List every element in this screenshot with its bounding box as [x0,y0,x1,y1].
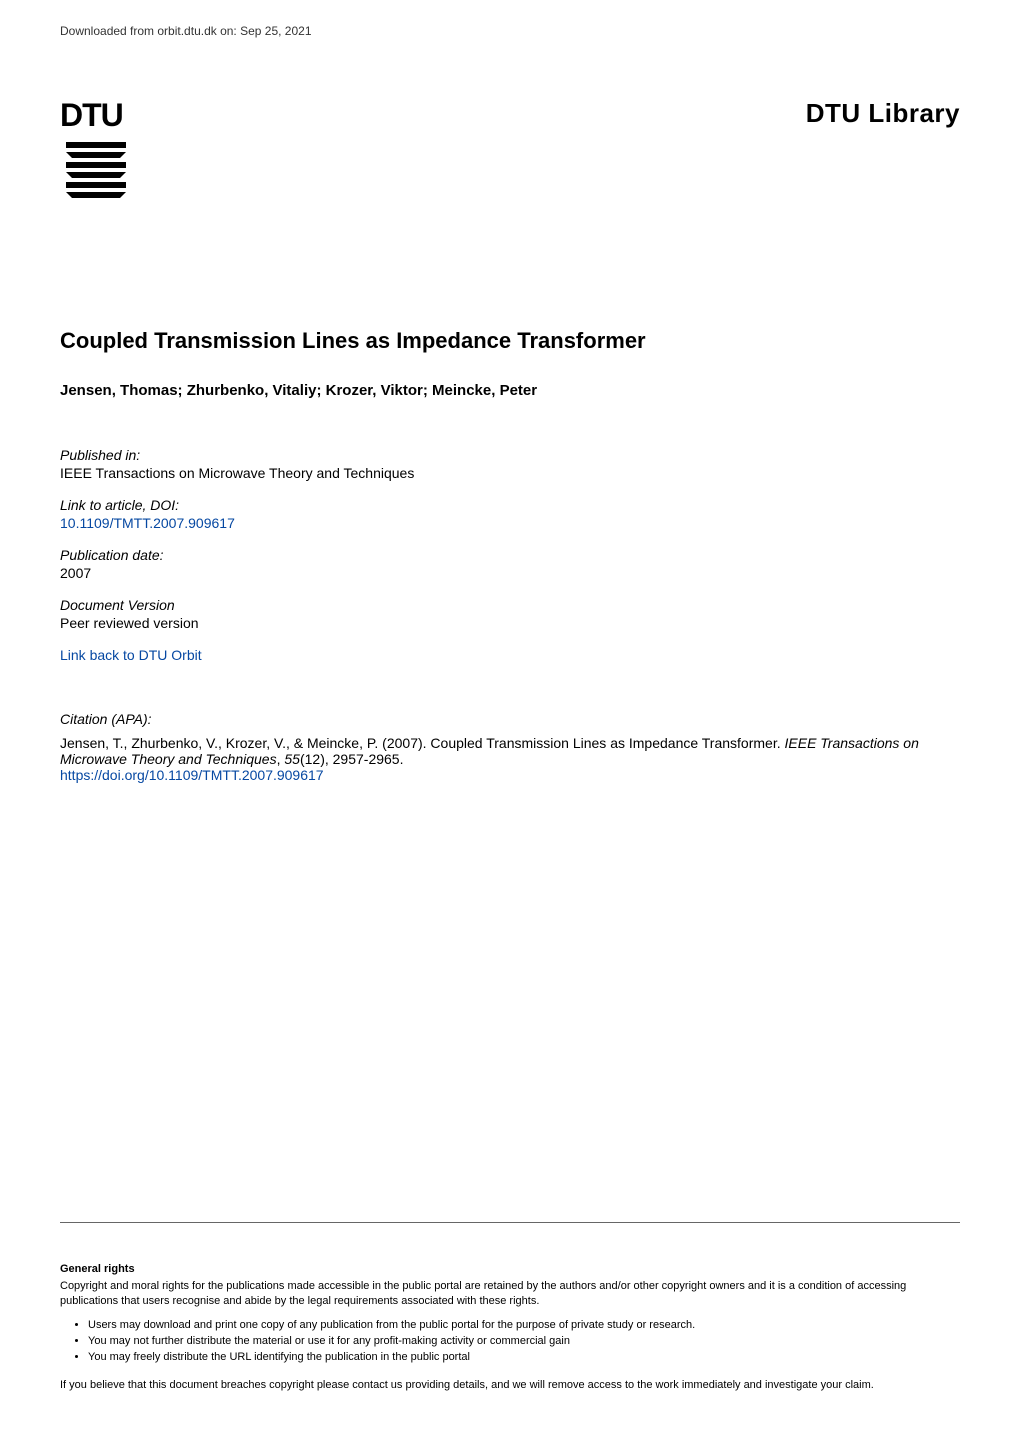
dtu-library-brand: DTU Library [806,98,960,129]
svg-text:DTU: DTU [60,98,123,133]
orbit-link-block: Link back to DTU Orbit [60,647,960,663]
footer-bullet: Users may download and print one copy of… [88,1318,960,1334]
footer-bullet: You may not further distribute the mater… [88,1334,960,1350]
dtu-logo-left: DTU [60,98,150,208]
citation-text: Jensen, T., Zhurbenko, V., Krozer, V., &… [60,735,960,783]
orbit-back-link[interactable]: Link back to DTU Orbit [60,647,202,663]
citation-doi-link[interactable]: https://doi.org/10.1109/TMTT.2007.909617 [60,767,324,783]
citation-block: Citation (APA): Jensen, T., Zhurbenko, V… [60,711,960,783]
footer-heading: General rights [60,1263,960,1275]
published-in-block: Published in: IEEE Transactions on Micro… [60,447,960,481]
pub-date-value: 2007 [60,565,960,581]
paper-authors: Jensen, Thomas; Zhurbenko, Vitaliy; Kroz… [60,382,960,399]
footer-paragraph-2: If you believe that this document breach… [60,1378,960,1393]
dtu-library-text: DTU Library [806,98,960,128]
footer-block: General rights Copyright and moral right… [60,1263,960,1403]
citation-volume: 55 [284,751,300,767]
doc-version-value: Peer reviewed version [60,615,960,631]
download-header: Downloaded from orbit.dtu.dk on: Sep 25,… [0,0,1020,38]
citation-post: (12), 2957-2965. [300,751,404,767]
footer-paragraph-1: Copyright and moral rights for the publi… [60,1279,960,1309]
citation-pre: Jensen, T., Zhurbenko, V., Krozer, V., &… [60,735,785,751]
doc-version-block: Document Version Peer reviewed version [60,597,960,631]
doi-link[interactable]: 10.1109/TMTT.2007.909617 [60,515,235,531]
doc-version-label: Document Version [60,597,960,613]
paper-title: Coupled Transmission Lines as Impedance … [60,328,960,354]
footer-divider [60,1222,960,1223]
pub-date-block: Publication date: 2007 [60,547,960,581]
footer-bullet: You may freely distribute the URL identi… [88,1350,960,1366]
dtu-logo-icon: DTU [60,98,150,208]
pub-date-label: Publication date: [60,547,960,563]
branding-row: DTU DTU Library [0,38,1020,208]
published-in-label: Published in: [60,447,960,463]
doi-link-block: Link to article, DOI: 10.1109/TMTT.2007.… [60,497,960,531]
main-content: Coupled Transmission Lines as Impedance … [0,208,1020,783]
published-in-value: IEEE Transactions on Microwave Theory an… [60,465,960,481]
footer-bullets: Users may download and print one copy of… [88,1318,960,1366]
citation-label: Citation (APA): [60,711,960,727]
doi-link-label: Link to article, DOI: [60,497,960,513]
